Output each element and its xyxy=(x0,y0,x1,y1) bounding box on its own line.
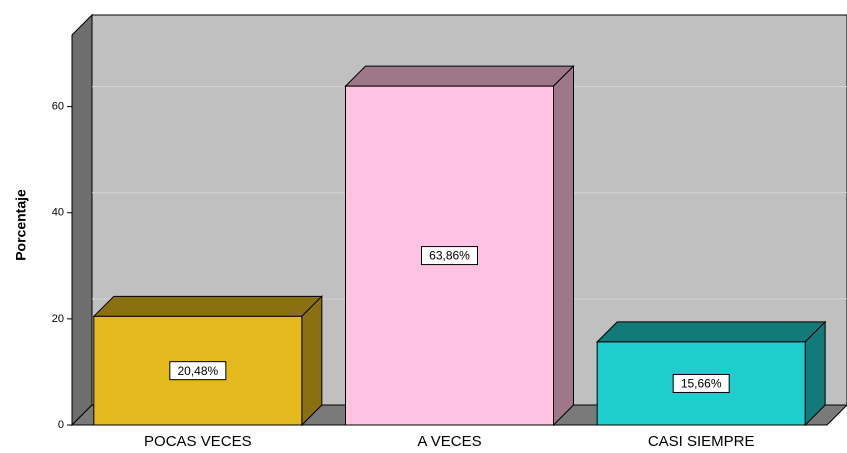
x-tick-label: POCAS VECES xyxy=(144,433,252,450)
value-label-box xyxy=(672,373,730,393)
value-label-box xyxy=(169,361,227,381)
x-tick-label: CASI SIEMPRE xyxy=(648,433,755,450)
x-tick-label: A VECES xyxy=(417,433,481,450)
y-axis-label: Porcentaje xyxy=(13,189,29,261)
y-tick-label: 0 xyxy=(58,419,64,431)
bar-top xyxy=(595,321,827,343)
value-label: 63,86% xyxy=(429,249,470,263)
bar-side xyxy=(553,64,574,427)
side-wall xyxy=(71,13,93,427)
value-label-box xyxy=(421,246,478,266)
y-tick-label: 60 xyxy=(52,101,64,113)
bar-side xyxy=(301,295,323,427)
y-tick-label: 20 xyxy=(52,313,64,325)
bar-top xyxy=(92,295,324,317)
value-label: 20,48% xyxy=(177,364,218,378)
bar-top xyxy=(344,65,575,87)
y-tick-label: 40 xyxy=(52,207,64,219)
value-label: 15,66% xyxy=(681,377,722,391)
